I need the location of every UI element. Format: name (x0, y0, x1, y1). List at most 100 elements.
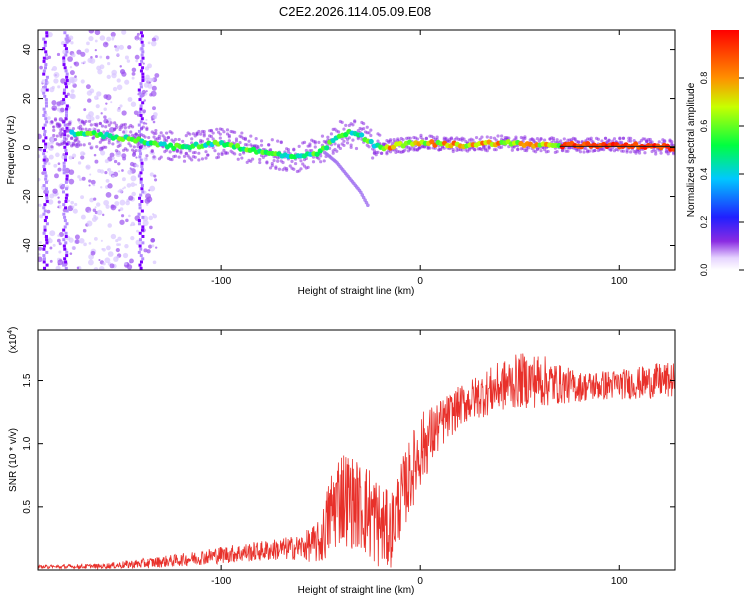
spectrogram-band-pixel (625, 148, 629, 153)
spectrogram-band-pixel (249, 134, 253, 138)
spectrogram-pixel (122, 187, 125, 190)
spectrogram-band-pixel (292, 167, 296, 171)
spectrogram-streak-pixel (141, 66, 145, 70)
spectrogram-band-pixel (211, 137, 215, 141)
snr-y-multiplier-exponent: 4 (7, 330, 14, 334)
spectrogram-band-pixel (197, 158, 201, 162)
spectrogram-band-pixel (274, 166, 278, 170)
spectrogram-pixel (130, 101, 137, 107)
spectrogram-pixel (148, 244, 153, 249)
spectrogram-streak-pixel (43, 43, 47, 47)
spectrogram-band-pixel (577, 140, 581, 145)
spectrogram-band-pixel (129, 130, 133, 134)
spectrogram-band-pixel (326, 135, 330, 139)
spectrogram-pixel (154, 178, 158, 182)
spectrogram-pixel (124, 79, 130, 85)
spectrogram-pixel (86, 41, 90, 46)
spectrogram-streak-pixel (62, 88, 66, 92)
spectrogram-band-pixel (439, 147, 443, 151)
spectrogram-band-pixel (322, 159, 326, 163)
spectrogram-band-pixel (340, 120, 344, 124)
spectrogram-streak-pixel (65, 104, 69, 108)
spectrogram-band-pixel (379, 151, 384, 155)
spectrogram-band-pixel (629, 150, 633, 154)
spectrogram-pixel (93, 153, 97, 157)
spectrogram-band-pixel (222, 148, 226, 152)
spectrogram-streak-pixel (42, 91, 46, 95)
spectrogram-streak-pixel (139, 94, 143, 98)
spectrogram-pixel (68, 155, 73, 160)
spectrogram-pixel (118, 140, 123, 145)
spectrogram-band-pixel (290, 159, 294, 163)
spectrogram-streak-pixel (65, 177, 69, 181)
spectrogram-band-pixel (276, 139, 280, 143)
spectrogram-pixel (128, 214, 131, 218)
spectrogram-band-pixel (170, 131, 174, 135)
spectrogram-band-pixel (52, 125, 56, 129)
spectrogram-pixel (41, 79, 45, 82)
spectrogram-streak-pixel (64, 234, 68, 238)
spectrogram-streak-pixel (138, 244, 142, 248)
spectrogram-streak-pixel (139, 177, 143, 181)
spectrogram-streak-pixel (63, 219, 67, 223)
spectrogram-streak-pixel (140, 40, 144, 44)
spectrogram-streak-pixel (139, 152, 143, 156)
spectrogram-streak-pixel (64, 47, 68, 51)
spectrogram-band-pixel (259, 139, 264, 143)
spectrogram-band-pixel (157, 134, 162, 138)
spectrogram-streak-pixel (42, 206, 46, 210)
spectrogram-pixel (69, 70, 75, 76)
spectrogram-band-pixel (473, 148, 477, 152)
spectrogram-band-pixel (139, 145, 144, 149)
spectrogram-streak-pixel (45, 75, 49, 79)
spectrogram-band-pixel (500, 134, 504, 138)
spectrogram-band-pixel (526, 146, 531, 150)
spectrogram-band-pixel (75, 143, 79, 147)
spectrogram-pixel (68, 237, 74, 243)
spectrogram-streak-pixel (42, 47, 46, 51)
spectrogram-band-pixel (204, 150, 208, 154)
spectrogram-pixel (127, 97, 133, 102)
spectrogram-streak-pixel (140, 117, 144, 121)
spectrogram-band-pixel (270, 161, 274, 166)
spectrogram-pixel (122, 252, 129, 259)
spectrogram-streak-pixel (65, 78, 69, 82)
spectrogram-band-pixel (342, 139, 346, 143)
spectrogram-pixel (39, 214, 44, 219)
spectrogram-band-pixel (190, 137, 194, 141)
spectrogram-band-pixel (134, 132, 138, 136)
spectrogram-band-pixel (596, 137, 600, 141)
spectrogram-band-pixel (107, 123, 111, 127)
spectrogram-pixel (155, 246, 158, 249)
spectrogram-band-pixel (612, 137, 617, 141)
spectrogram-pixel (105, 102, 108, 105)
spectrogram-band-pixel (206, 153, 210, 157)
spectrogram-pixel (47, 55, 52, 60)
spectrogram-pixel (95, 115, 100, 120)
spectrogram-pixel (103, 199, 110, 206)
spectrogram-pixel (150, 238, 155, 243)
spectrogram-pixel (136, 229, 139, 233)
colorbar-tick-label: 0.6 (699, 120, 709, 133)
spectrogram-pixel (111, 72, 117, 79)
spectrogram-pixel (57, 259, 64, 266)
spectrogram-pixel (116, 84, 123, 91)
spectrogram-streak-pixel (45, 250, 49, 254)
spectrogram-band-pixel (177, 155, 181, 159)
spectrogram-pixel (119, 65, 122, 68)
spectrogram-pixel (135, 38, 138, 41)
spectrogram-band-pixel (311, 155, 316, 159)
colorbar-gradient (711, 30, 739, 270)
spectrogram-band-pixel (225, 128, 230, 132)
spectrogram-band-pixel (385, 152, 389, 156)
spectrogram-band-pixel (555, 138, 559, 142)
spectrogram-pixel (109, 152, 115, 158)
spectrogram-pixel (48, 154, 54, 160)
spectrogram-pixel (129, 161, 135, 167)
spectrogram-streak-pixel (140, 34, 144, 38)
spectrogram-band-pixel (369, 128, 373, 132)
spectrogram-band-pixel (130, 125, 135, 129)
spectrogram-streak-pixel (64, 152, 68, 156)
